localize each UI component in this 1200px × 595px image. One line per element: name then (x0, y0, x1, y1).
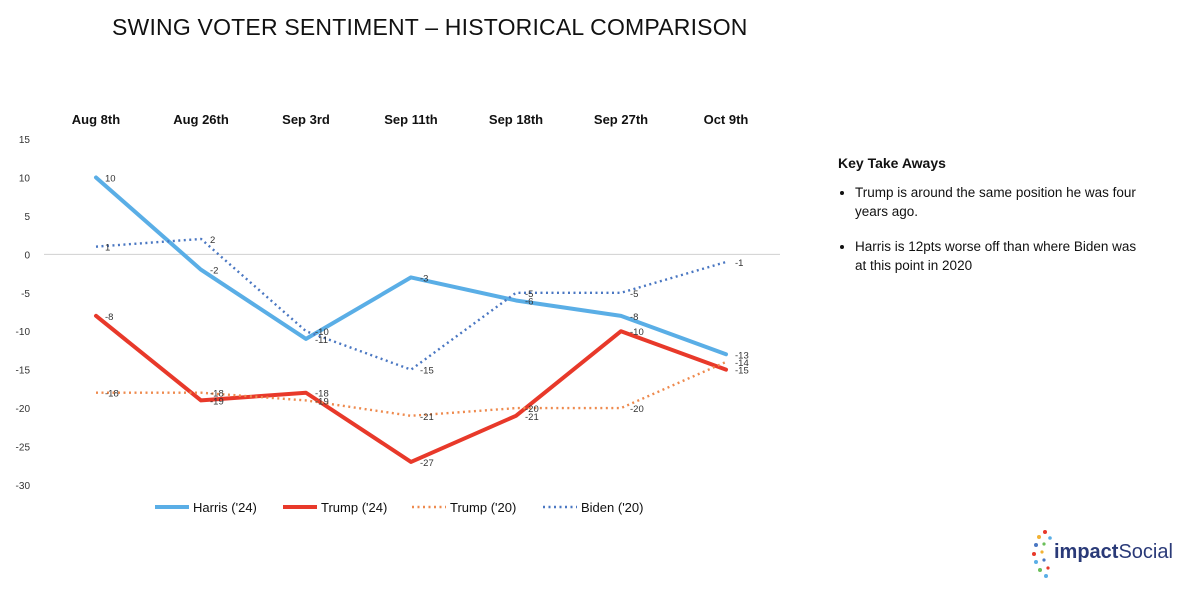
data-label: -19 (210, 396, 224, 407)
takeaway-item: Trump is around the same position he was… (855, 183, 1138, 221)
data-label: -18 (315, 389, 329, 400)
data-label: -19 (315, 396, 329, 407)
legend: Harris ('24) Trump ('24) Trump ('20) Biden … (155, 500, 643, 515)
data-label: 10 (105, 173, 116, 184)
data-labels: 10-2-11-3-6-8-13-8-19-18-27-21-10-15-18-… (105, 173, 749, 468)
series-line (94, 175, 728, 357)
y-tick-label: -30 (16, 481, 31, 492)
legend-label: Biden ('20) (581, 500, 643, 515)
data-label: -5 (525, 289, 533, 300)
key-takeaways: Key Take Aways Trump is around the same … (838, 154, 1138, 291)
data-label: -15 (735, 366, 749, 377)
data-label: -3 (420, 273, 428, 284)
y-tick-label: 0 (24, 250, 30, 261)
y-tick-label: 15 (19, 135, 31, 146)
series-line (95, 237, 727, 371)
legend-label: Trump ('24) (321, 500, 387, 515)
data-label: -21 (420, 412, 434, 423)
data-label: -27 (420, 458, 434, 469)
legend-label: Trump ('20) (450, 500, 516, 515)
legend-label: Harris ('24) (193, 500, 257, 515)
y-tick-label: 5 (24, 212, 30, 223)
data-label: -6 (525, 296, 533, 307)
y-tick-label: -25 (16, 443, 31, 454)
x-tick-label: Aug 8th (72, 112, 120, 127)
data-label: -13 (735, 350, 749, 361)
x-axis-labels: Aug 8th Aug 26th Sep 3rd Sep 11th Sep 18th Se… (72, 112, 749, 127)
y-tick-label: 10 (19, 173, 31, 184)
y-tick-label: -20 (16, 404, 31, 415)
y-tick-label: -15 (16, 366, 31, 377)
takeaways-list: Trump is around the same position he was… (838, 183, 1138, 275)
data-label: -21 (525, 412, 539, 423)
data-label: -8 (105, 312, 113, 323)
data-label: -1 (735, 258, 743, 269)
data-label: -10 (315, 327, 329, 338)
logo-dots-icon (1032, 530, 1052, 578)
y-tick-label: -5 (21, 289, 30, 300)
line-chart: Aug 8th Aug 26th Sep 3rd Sep 11th Sep 18th Se… (16, 112, 780, 515)
data-label: -2 (210, 266, 218, 277)
takeaways-heading: Key Take Aways (838, 155, 946, 171)
series-line (96, 360, 727, 417)
data-label: -15 (420, 366, 434, 377)
x-tick-label: Oct 9th (704, 112, 749, 127)
series-line (94, 313, 728, 464)
logo-wordmark: impactSocial (1054, 541, 1173, 564)
chart-title: SWING VOTER SENTIMENT – HISTORICAL COMPA… (112, 14, 748, 40)
x-tick-label: Sep 18th (489, 112, 543, 127)
data-label: -5 (630, 289, 638, 300)
data-label: 2 (210, 235, 215, 246)
x-tick-label: Sep 11th (384, 112, 438, 127)
data-label: -18 (210, 389, 224, 400)
x-tick-label: Aug 26th (173, 112, 229, 127)
logo-suffix: Social (1118, 541, 1173, 563)
data-label: -20 (525, 404, 539, 415)
data-label: -11 (315, 335, 328, 346)
data-label: 1 (105, 243, 110, 254)
logo-prefix: impact (1054, 541, 1119, 563)
x-tick-label: Sep 3rd (282, 112, 330, 127)
impact-social-logo: impactSocial (1030, 528, 1180, 583)
data-label: -18 (105, 389, 119, 400)
data-label: -20 (630, 404, 644, 415)
takeaway-item: Harris is 12pts worse off than where Bid… (855, 237, 1138, 275)
data-label: -14 (735, 358, 749, 369)
data-label: -8 (630, 312, 638, 323)
y-tick-label: -10 (16, 327, 31, 338)
data-label: -10 (630, 327, 644, 338)
y-axis-labels: 15 10 5 0 -5 -10 -15 -20 -25 -30 (16, 135, 31, 492)
x-tick-label: Sep 27th (594, 112, 648, 127)
series-lines (94, 175, 728, 464)
